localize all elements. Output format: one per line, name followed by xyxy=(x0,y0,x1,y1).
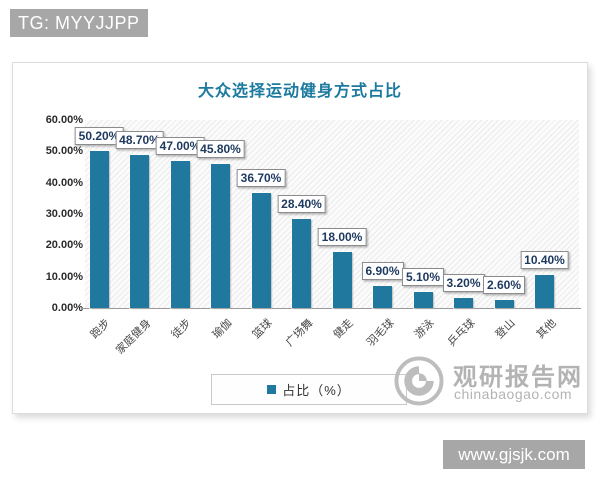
x-tick-label: 瑜伽 xyxy=(210,317,235,342)
x-tick-label: 跑步 xyxy=(88,317,113,342)
data-label: 48.70% xyxy=(115,131,164,149)
x-tick-label: 健走 xyxy=(331,317,356,342)
chart-title: 大众选择运动健身方式占比 xyxy=(197,83,402,100)
bar xyxy=(211,164,230,308)
bar xyxy=(535,275,554,308)
bar xyxy=(413,292,433,308)
data-label: 45.80% xyxy=(196,140,245,158)
bar xyxy=(130,155,149,308)
data-label: 6.90% xyxy=(361,262,404,280)
bar xyxy=(494,300,514,308)
y-tick-label: 10.00% xyxy=(45,270,83,283)
legend-swatch-icon xyxy=(267,385,277,394)
data-label: 50.20% xyxy=(74,127,124,145)
x-tick-label: 篮球 xyxy=(250,317,275,342)
y-tick-label: 30.00% xyxy=(45,208,83,220)
data-label: 5.10% xyxy=(401,268,445,286)
chart-panel: 大众选择运动健身方式占比 0.00% 10.00% 20.00% 30.00% 40.0… xyxy=(12,62,588,414)
x-tick-label: 家庭健身 xyxy=(113,317,154,357)
x-tick-label: 乒乓球 xyxy=(445,317,478,349)
bar xyxy=(332,252,352,308)
x-tick-label: 登山 xyxy=(493,317,518,342)
y-tick-label: 20.00% xyxy=(45,239,83,252)
data-label: 3.20% xyxy=(442,274,485,292)
data-label: 28.40% xyxy=(277,195,326,213)
y-tick-label: 60.00% xyxy=(45,114,83,126)
data-label: 2.60% xyxy=(482,276,526,294)
bar xyxy=(251,193,271,308)
bar xyxy=(170,161,190,308)
y-tick-label: 50.00% xyxy=(45,145,83,158)
y-tick-label: 40.00% xyxy=(45,176,83,189)
watermark-domain: chinabaogao.com xyxy=(454,386,573,402)
bar xyxy=(454,298,473,308)
data-label: 10.40% xyxy=(520,251,569,269)
top-left-watermark-badge: TG: MYYJJPP xyxy=(10,9,148,37)
x-tick-label: 其他 xyxy=(534,317,559,342)
data-label: 36.70% xyxy=(236,169,286,187)
x-axis-line xyxy=(81,308,581,309)
y-axis: 0.00% 10.00% 20.00% 30.00% 40.00% 50.00% 60.00… xyxy=(27,114,83,314)
data-label: 47.00% xyxy=(155,137,205,155)
x-tick-label: 游泳 xyxy=(412,317,437,342)
bar xyxy=(373,286,392,308)
x-tick-label: 徒步 xyxy=(169,317,194,342)
bar xyxy=(292,219,311,308)
data-label: 18.00% xyxy=(317,228,367,246)
x-tick-label: 羽毛球 xyxy=(364,317,397,349)
watermark-name: 观研报告网 xyxy=(453,364,583,391)
y-tick-label: 0.00% xyxy=(51,302,83,314)
x-tick-label: 广场舞 xyxy=(283,317,316,349)
bar xyxy=(89,151,109,308)
bottom-right-watermark-badge: www.gjsjk.com xyxy=(443,440,585,469)
plot-area: 50.20% 48.70% 47.00% 45.80% 36.70% 28.40% 18.0… xyxy=(74,120,581,309)
watermark-logo-icon xyxy=(394,356,444,406)
legend: 占比（%） xyxy=(211,374,407,405)
legend-label: 占比（%） xyxy=(282,383,351,398)
watermark: 观研报告网 chinabaogao.com xyxy=(393,353,583,409)
